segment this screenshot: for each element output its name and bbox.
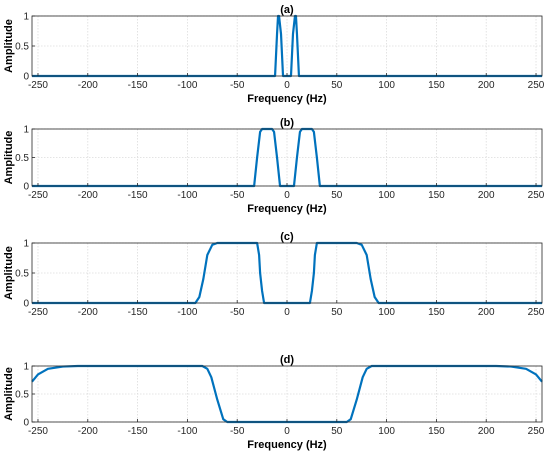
x-tick-label: 100 — [378, 426, 395, 437]
x-tick-label: 150 — [428, 190, 445, 201]
y-tick-label: 1 — [23, 12, 29, 23]
x-tick-label: -200 — [78, 190, 98, 201]
y-tick-label: 0.5 — [15, 42, 29, 53]
x-tick-label: 250 — [528, 80, 545, 91]
x-tick-label: 50 — [331, 307, 343, 318]
x-tick-label: -50 — [230, 190, 245, 201]
x-tick-label: -200 — [78, 426, 98, 437]
x-tick-label: -50 — [230, 426, 245, 437]
x-tick-label: -200 — [78, 307, 98, 318]
y-tick-label: 0.5 — [15, 390, 29, 401]
x-tick-label: 0 — [284, 190, 290, 201]
x-tick-label: 150 — [428, 426, 445, 437]
x-tick-label: 150 — [428, 307, 445, 318]
x-tick-label: -100 — [177, 80, 197, 91]
y-axis-label: Amplitude — [3, 131, 15, 185]
x-tick-label: 50 — [331, 80, 343, 91]
x-tick-label: -100 — [177, 307, 197, 318]
x-tick-label: -150 — [128, 190, 148, 201]
y-tick-label: 0 — [23, 418, 29, 429]
x-axis-label: Frequency (Hz) — [247, 439, 327, 451]
x-tick-label: 250 — [528, 426, 545, 437]
y-tick-label: 0 — [23, 182, 29, 193]
chart-title: (d) — [280, 354, 294, 366]
x-tick-label: -250 — [28, 426, 48, 437]
x-tick-label: 200 — [478, 190, 495, 201]
x-tick-label: 50 — [331, 426, 343, 437]
x-tick-label: 0 — [284, 426, 290, 437]
chart-title: (c) — [280, 231, 294, 243]
x-tick-label: -50 — [230, 80, 245, 91]
x-tick-label: 200 — [478, 426, 495, 437]
x-tick-label: -250 — [28, 80, 48, 91]
chart-panel-3: -250 -200 -150 -100 -50 0 50 100 150 200 250 0 0.5 1 (… — [3, 354, 545, 451]
x-tick-label: 0 — [284, 307, 290, 318]
y-tick-label: 0.5 — [15, 269, 29, 280]
y-tick-label: 0.5 — [15, 153, 29, 164]
x-tick-label: -150 — [128, 307, 148, 318]
y-tick-label: 0 — [23, 299, 29, 310]
x-tick-label: 250 — [528, 307, 545, 318]
y-tick-label: 1 — [23, 125, 29, 136]
y-tick-label: 0 — [23, 72, 29, 83]
x-tick-label: 200 — [478, 307, 495, 318]
x-tick-label: 100 — [378, 307, 395, 318]
x-tick-label: 0 — [284, 80, 290, 91]
x-tick-label: 250 — [528, 190, 545, 201]
y-axis-label: Amplitude — [3, 19, 15, 73]
x-tick-label: -150 — [128, 80, 148, 91]
chart-panel-2: -250 -200 -150 -100 -50 0 50 100 150 200 250 0 0.5 1 (… — [3, 231, 545, 318]
y-tick-label: 1 — [23, 362, 29, 373]
x-axis-label: Frequency (Hz) — [247, 203, 327, 215]
chart-panel-1: -250 -200 -150 -100 -50 0 50 100 150 200 250 0 0.5 1 (… — [3, 117, 545, 215]
y-axis-label: Amplitude — [3, 246, 15, 300]
x-tick-label: 50 — [331, 190, 343, 201]
x-tick-label: -50 — [230, 307, 245, 318]
x-tick-label: 100 — [378, 80, 395, 91]
chart-title: (a) — [280, 4, 294, 16]
x-axis-label: Frequency (Hz) — [247, 93, 327, 105]
x-tick-label: -250 — [28, 190, 48, 201]
x-tick-label: -200 — [78, 80, 98, 91]
y-tick-label: 1 — [23, 239, 29, 250]
y-axis-label: Amplitude — [3, 367, 15, 421]
x-tick-label: -100 — [177, 190, 197, 201]
x-tick-label: 150 — [428, 80, 445, 91]
chart-panel-0: -250 -200 -150 -100 -50 0 50 100 150 200 250 0 0.5 1 (… — [3, 4, 545, 105]
x-tick-label: 200 — [478, 80, 495, 91]
x-tick-label: -150 — [128, 426, 148, 437]
x-tick-label: -100 — [177, 426, 197, 437]
chart-title: (b) — [280, 117, 294, 129]
x-tick-label: -250 — [28, 307, 48, 318]
x-tick-label: 100 — [378, 190, 395, 201]
